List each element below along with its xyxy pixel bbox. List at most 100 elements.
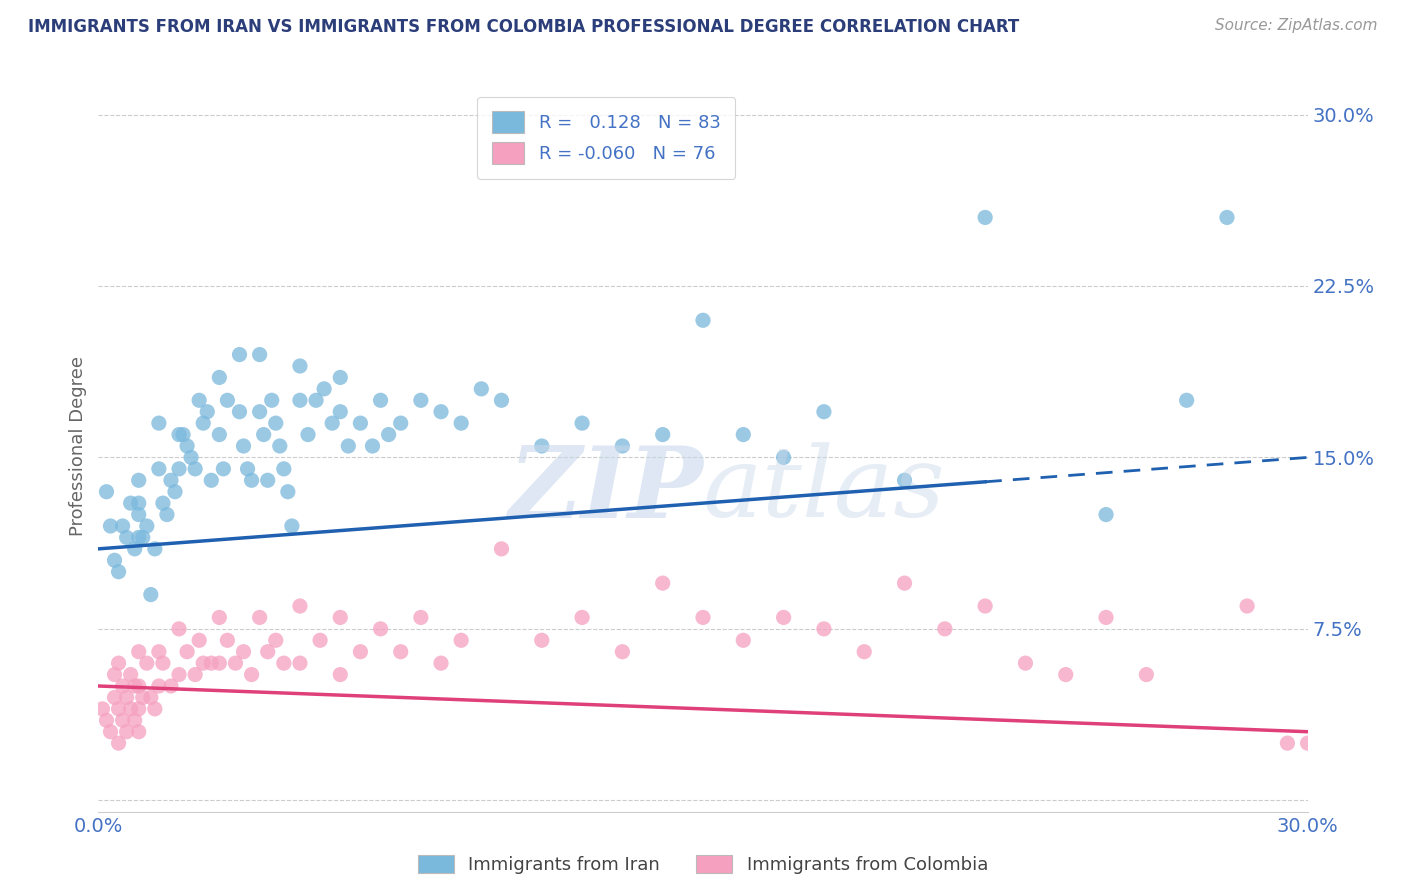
Point xyxy=(853,645,876,659)
Point xyxy=(128,724,150,739)
Point xyxy=(128,530,150,544)
Point xyxy=(167,622,190,636)
Point xyxy=(491,541,513,556)
Point xyxy=(193,656,215,670)
Point xyxy=(212,462,235,476)
Point xyxy=(163,484,186,499)
Point xyxy=(217,633,239,648)
Point xyxy=(264,416,287,430)
Point xyxy=(152,656,174,670)
Point xyxy=(409,393,432,408)
Point xyxy=(370,393,392,408)
Point xyxy=(409,610,432,624)
Point xyxy=(232,645,254,659)
Point xyxy=(148,679,170,693)
Point xyxy=(314,382,336,396)
Point xyxy=(167,462,190,476)
Point xyxy=(288,656,311,670)
Point xyxy=(530,633,553,648)
Point xyxy=(273,656,295,670)
Point xyxy=(389,416,412,430)
Point xyxy=(128,679,150,693)
Legend: Immigrants from Iran, Immigrants from Colombia: Immigrants from Iran, Immigrants from Co… xyxy=(409,846,997,883)
Point xyxy=(152,496,174,510)
Point xyxy=(208,370,231,384)
Point xyxy=(329,667,352,681)
Legend: R =   0.128   N = 83, R = -0.060   N = 76: R = 0.128 N = 83, R = -0.060 N = 76 xyxy=(478,96,735,178)
Point xyxy=(361,439,384,453)
Point xyxy=(176,439,198,453)
Point xyxy=(974,211,997,225)
Point xyxy=(188,393,211,408)
Point xyxy=(148,645,170,659)
Point xyxy=(305,393,328,408)
Point xyxy=(124,679,146,693)
Point xyxy=(236,462,259,476)
Point xyxy=(1175,393,1198,408)
Point xyxy=(772,610,794,624)
Point xyxy=(288,599,311,613)
Point xyxy=(256,473,278,487)
Point xyxy=(249,348,271,362)
Point xyxy=(651,427,673,442)
Point xyxy=(128,496,150,510)
Point xyxy=(107,736,129,750)
Point xyxy=(160,679,183,693)
Point xyxy=(107,702,129,716)
Point xyxy=(128,702,150,716)
Point xyxy=(491,393,513,408)
Point xyxy=(974,599,997,613)
Y-axis label: Professional Degree: Professional Degree xyxy=(69,356,87,536)
Point xyxy=(430,656,453,670)
Point xyxy=(115,690,138,705)
Point xyxy=(349,645,371,659)
Point xyxy=(180,450,202,465)
Point xyxy=(813,622,835,636)
Point xyxy=(288,393,311,408)
Point xyxy=(1095,610,1118,624)
Point xyxy=(184,667,207,681)
Point xyxy=(692,610,714,624)
Point xyxy=(107,565,129,579)
Point xyxy=(228,348,250,362)
Point xyxy=(103,667,125,681)
Point xyxy=(1236,599,1258,613)
Point xyxy=(96,484,118,499)
Point xyxy=(612,645,634,659)
Point xyxy=(349,416,371,430)
Point xyxy=(200,473,222,487)
Point xyxy=(256,645,278,659)
Point xyxy=(111,714,134,728)
Point xyxy=(813,405,835,419)
Point xyxy=(160,473,183,487)
Point xyxy=(450,416,472,430)
Point xyxy=(1054,667,1077,681)
Point xyxy=(115,724,138,739)
Point xyxy=(100,519,122,533)
Point xyxy=(128,645,150,659)
Point xyxy=(96,714,118,728)
Point xyxy=(148,462,170,476)
Point xyxy=(1014,656,1036,670)
Point xyxy=(249,405,271,419)
Point xyxy=(321,416,343,430)
Point xyxy=(1135,667,1157,681)
Text: ZIP: ZIP xyxy=(508,442,703,538)
Point xyxy=(128,508,150,522)
Point xyxy=(370,622,392,636)
Point xyxy=(208,427,231,442)
Point xyxy=(232,439,254,453)
Point xyxy=(103,553,125,567)
Point xyxy=(309,633,332,648)
Point xyxy=(135,519,157,533)
Point xyxy=(571,610,593,624)
Point xyxy=(1216,211,1239,225)
Point xyxy=(111,679,134,693)
Point xyxy=(167,427,190,442)
Point xyxy=(107,656,129,670)
Point xyxy=(893,576,915,591)
Point xyxy=(612,439,634,453)
Point xyxy=(329,610,352,624)
Point xyxy=(139,588,162,602)
Text: atlas: atlas xyxy=(703,442,946,538)
